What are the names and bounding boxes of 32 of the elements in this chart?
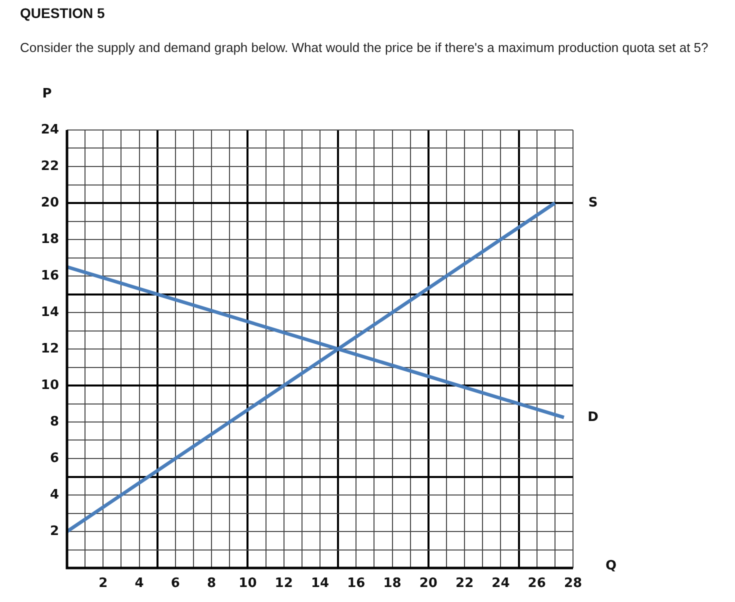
y-tick-label: 4	[50, 487, 59, 502]
y-tick-label: 6	[50, 450, 59, 466]
x-tick-label: 14	[310, 576, 330, 592]
x-tick-label: 20	[419, 576, 438, 592]
x-tick-label: 26	[528, 576, 546, 592]
text: S	[588, 195, 598, 210]
x-tick-label: 28	[564, 576, 582, 592]
y-tick-label: 16	[40, 268, 59, 284]
x-tick-label: 8	[207, 576, 216, 592]
y-axis-title: P	[42, 86, 52, 102]
y-tick-label: 2	[50, 524, 59, 539]
y-tick-label: 20	[40, 195, 59, 210]
series-label: D	[588, 410, 599, 425]
x-tick-label: 4	[134, 576, 144, 592]
x-tick-label: 6	[170, 576, 180, 592]
y-tick-label: 24	[40, 122, 59, 138]
x-tick-label: 18	[383, 576, 402, 592]
x-tick-label: 12	[274, 576, 293, 592]
x-tick-label: 16	[347, 576, 366, 592]
x-tick-label: 10	[238, 576, 257, 592]
chart-subtitle: Consider the supply and demand graph below. What would the price be if there's a maximum production quota set at 5?	[20, 40, 710, 55]
x-axis-title: Q	[605, 558, 617, 574]
y-tick-label: 22	[40, 158, 59, 174]
y-tick-label: 14	[40, 304, 59, 320]
y-tick-label: 8	[50, 414, 59, 430]
y-tick-label: 18	[40, 232, 59, 247]
chart-title: QUESTION 5	[20, 5, 105, 21]
x-tick-label: 24	[492, 576, 510, 592]
x-tick-label: 2	[98, 576, 108, 592]
x-tick-label: 22	[456, 576, 474, 592]
y-tick-label: 10	[40, 378, 59, 393]
y-tick-label: 12	[40, 341, 59, 356]
